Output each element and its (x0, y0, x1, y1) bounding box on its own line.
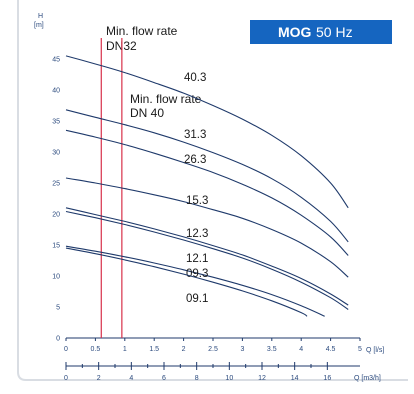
x-tick-labels: 0 0.5 1 1.5 2 2.5 3 3.5 4 4.5 5 (64, 338, 362, 353)
y-tick-label: 15 (52, 243, 60, 250)
y-tick-label: 25 (52, 181, 60, 188)
x-tick-label: 1.5 (149, 346, 159, 353)
badge-title: MOG (278, 24, 312, 40)
x-tick-label: 4.5 (326, 346, 336, 353)
curve-label: 40.3 (184, 72, 206, 84)
y-tick-label: 45 (52, 57, 60, 64)
min-flow-label: Min. flow rate (106, 24, 178, 38)
x-tick-label: 3.5 (267, 346, 277, 353)
curve-label: 12.3 (186, 228, 208, 240)
curve-label: 26.3 (184, 154, 206, 166)
x-axis-title: Q [l/s] (366, 347, 384, 354)
y-tick-labels: 0 5 10 15 20 25 30 35 40 45 (52, 57, 60, 343)
x2-tick-label: 0 (64, 375, 68, 382)
x2-tick-labels: 0 2 4 6 8 10 12 14 16 (64, 362, 331, 382)
x-tick-label: 5 (358, 346, 362, 353)
min-flow-label-size: DN 40 (130, 106, 164, 120)
x2-tick-label: 10 (225, 375, 233, 382)
panel-frame (17, 0, 408, 381)
min-flow-label: Min. flow rate (130, 92, 202, 106)
x-tick-label: 4 (299, 346, 303, 353)
x2-tick-label: 16 (323, 375, 331, 382)
y-tick-label: 5 (56, 305, 60, 312)
model-badge (250, 20, 392, 44)
curve-label: 09.1 (186, 293, 208, 305)
x2-tick-label: 2 (97, 375, 101, 382)
y-tick-label: 35 (52, 119, 60, 126)
x-tick-label: 2 (182, 346, 186, 353)
pump-curve-40.3 (65, 55, 349, 209)
curve-label: 12.1 (186, 253, 208, 265)
pump-curve-26.3 (65, 129, 349, 256)
x2-tick-label: 4 (129, 375, 133, 382)
x-tick-label: 2.5 (208, 346, 218, 353)
x2-tick-label: 8 (195, 375, 199, 382)
x2-tick-label: 14 (291, 375, 299, 382)
x2-tick-label: 6 (162, 375, 166, 382)
y-axis-unit: [m] (34, 22, 44, 29)
y-tick-label: 30 (52, 150, 60, 157)
curve-label: 15.3 (186, 195, 208, 207)
pump-curve-09.3 (65, 245, 325, 317)
x-tick-label: 1 (123, 346, 127, 353)
curve-label: 09.3 (186, 268, 208, 280)
x-tick-label: 3 (240, 346, 244, 353)
y-tick-label: 20 (52, 212, 60, 219)
y-tick-label: 10 (52, 274, 60, 281)
pump-curve-12.3 (65, 207, 349, 306)
y-tick-label: 0 (56, 336, 60, 343)
x-tick-label: 0 (64, 346, 68, 353)
y-tick-label: 40 (52, 88, 60, 95)
pump-curve-09.1 (65, 247, 308, 317)
pump-curve-31.3 (65, 109, 349, 243)
x2-tick-label: 12 (258, 375, 266, 382)
pump-curves: 40.3 31.3 26.3 15.3 12.3 12.1 09.3 09.1 (65, 55, 349, 317)
x-tick-label: 0.5 (91, 346, 101, 353)
curve-label: 31.3 (184, 129, 206, 141)
badge-subtitle: 50 Hz (316, 24, 353, 40)
x2-axis-title: Q [m3/h] (354, 375, 381, 382)
pump-curve-12.1 (65, 210, 349, 310)
y-axis-title: H (38, 13, 43, 20)
pump-curve-15.3 (65, 177, 349, 278)
